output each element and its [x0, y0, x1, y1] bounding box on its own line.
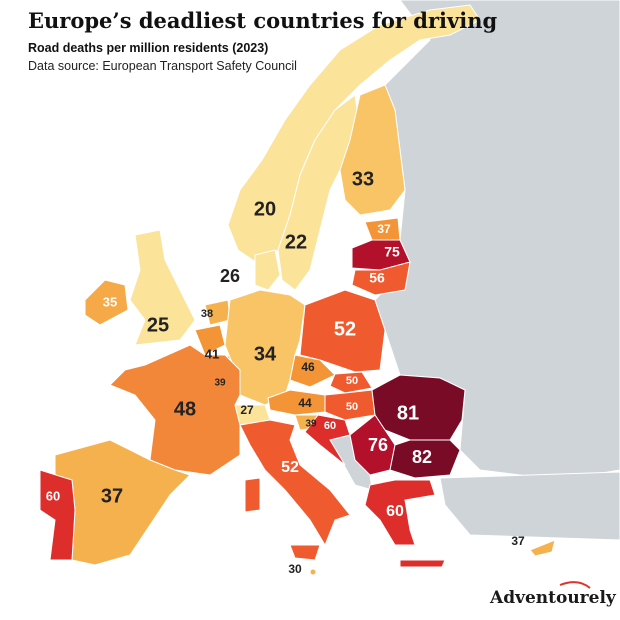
value-label: 44	[298, 396, 312, 410]
title: Europe’s deadliest countries for driving	[28, 8, 497, 33]
value-label: 37	[377, 222, 391, 236]
country	[299, 289, 386, 373]
value-label: 30	[288, 562, 302, 576]
country	[277, 94, 361, 291]
value-label: 60	[46, 488, 60, 503]
value-label: 41	[205, 346, 219, 361]
value-label: 48	[174, 398, 196, 420]
country	[529, 539, 556, 557]
logo-swoosh	[559, 581, 591, 589]
subtitle: Road deaths per million residents (2023)	[28, 41, 268, 55]
value-label: 56	[369, 270, 385, 286]
country	[109, 344, 241, 476]
value-label: 50	[346, 401, 358, 413]
value-label: 27	[240, 403, 254, 417]
value-label: 26	[220, 266, 240, 286]
country	[329, 371, 373, 394]
value-label: 75	[384, 244, 400, 260]
value-label: 60	[324, 420, 336, 432]
country	[389, 439, 461, 479]
value-label: 25	[147, 314, 169, 336]
country	[239, 419, 351, 561]
value-label: 76	[368, 435, 388, 455]
country	[351, 261, 411, 296]
value-label: 38	[201, 308, 213, 320]
source: Data source: European Transport Safety C…	[28, 59, 297, 73]
country	[309, 568, 317, 576]
country	[84, 279, 129, 326]
value-label: 50	[346, 375, 358, 387]
value-label: 37	[511, 534, 525, 548]
value-label: 35	[103, 294, 117, 309]
background-land	[329, 0, 620, 541]
value-label: 52	[334, 318, 356, 340]
value-label: 46	[301, 360, 315, 374]
country	[364, 479, 446, 568]
value-label: 20	[254, 198, 276, 220]
value-label: 82	[412, 447, 432, 467]
value-label: 33	[352, 168, 374, 190]
country	[267, 389, 326, 416]
non-data-land	[439, 471, 620, 541]
country	[39, 469, 76, 561]
value-label: 37	[101, 485, 123, 507]
country	[289, 354, 336, 388]
value-label: 52	[281, 459, 299, 476]
value-label: 81	[397, 402, 419, 424]
logo: Adventourely	[489, 588, 617, 608]
labels: 20 22 33 37 75 56 26 35 25 38 41 39 34 52 46 50 50 44 27 39…	[46, 168, 525, 576]
value-label: 22	[285, 231, 307, 253]
country	[339, 84, 406, 216]
value-label: 60	[386, 503, 404, 520]
value-label: 34	[254, 343, 277, 365]
country	[254, 249, 281, 291]
value-label: 39	[214, 378, 226, 389]
country	[304, 414, 351, 466]
country	[129, 229, 196, 346]
regions	[39, 4, 556, 576]
value-label: 39	[305, 419, 317, 430]
